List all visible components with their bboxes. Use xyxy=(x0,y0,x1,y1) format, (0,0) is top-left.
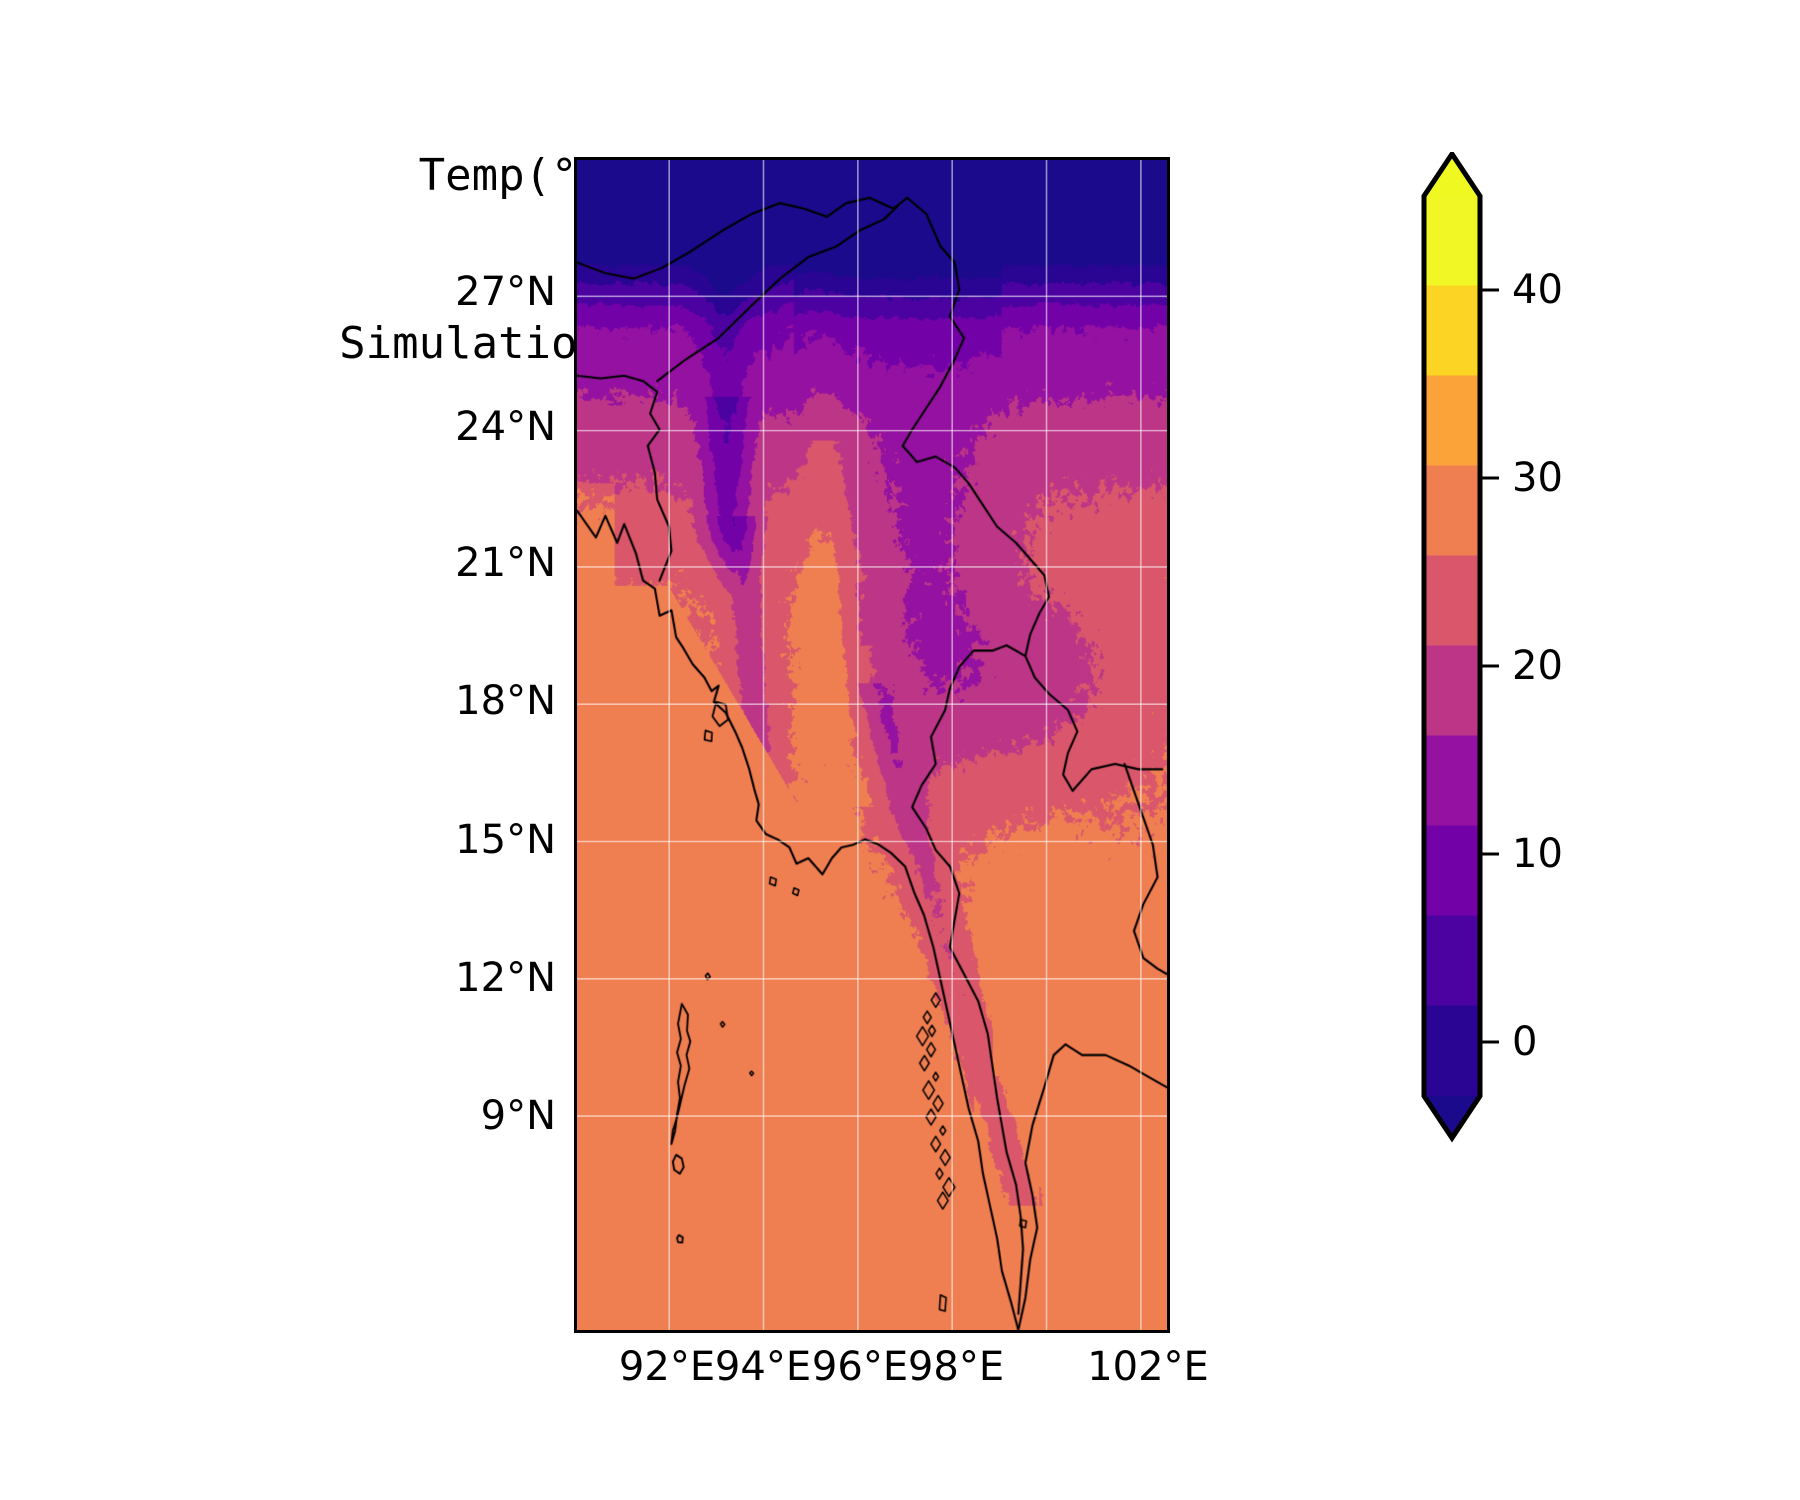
y-tick-label: 15°N xyxy=(455,817,556,863)
x-tick-label: 94°E xyxy=(714,1344,812,1390)
y-tick-label: 27°N xyxy=(455,269,556,315)
colorbar-tick-mark xyxy=(1482,288,1499,292)
colorbar-tick-label: 10 xyxy=(1512,831,1563,877)
colorbar-tick-label: 40 xyxy=(1512,267,1563,313)
colorbar-tick-mark xyxy=(1482,476,1499,480)
colorbar-tick-mark xyxy=(1482,664,1499,668)
y-tick-label: 21°N xyxy=(455,540,556,586)
colorbar-tick-label: 30 xyxy=(1512,455,1563,501)
colorbar-tick-label: 0 xyxy=(1512,1019,1538,1065)
temperature-contour-field xyxy=(577,160,1167,1330)
x-tick-label: 98°E xyxy=(907,1344,1005,1390)
x-tick-label: 96°E xyxy=(811,1344,909,1390)
y-tick-label: 12°N xyxy=(455,955,556,1001)
y-tick-label: 9°N xyxy=(480,1093,556,1139)
colorbar-tick-mark xyxy=(1482,852,1499,856)
colorbar-tick-label: 20 xyxy=(1512,643,1563,689)
x-tick-label: 102°E xyxy=(1087,1344,1209,1390)
x-tick-label: 92°E xyxy=(618,1344,716,1390)
colorbar xyxy=(1421,152,1483,1143)
colorbar-tick-mark xyxy=(1482,1040,1499,1044)
map-plot-area xyxy=(574,157,1170,1333)
colorbar-swatches xyxy=(1421,152,1483,1143)
y-tick-label: 24°N xyxy=(455,404,556,450)
y-tick-label: 18°N xyxy=(455,678,556,724)
